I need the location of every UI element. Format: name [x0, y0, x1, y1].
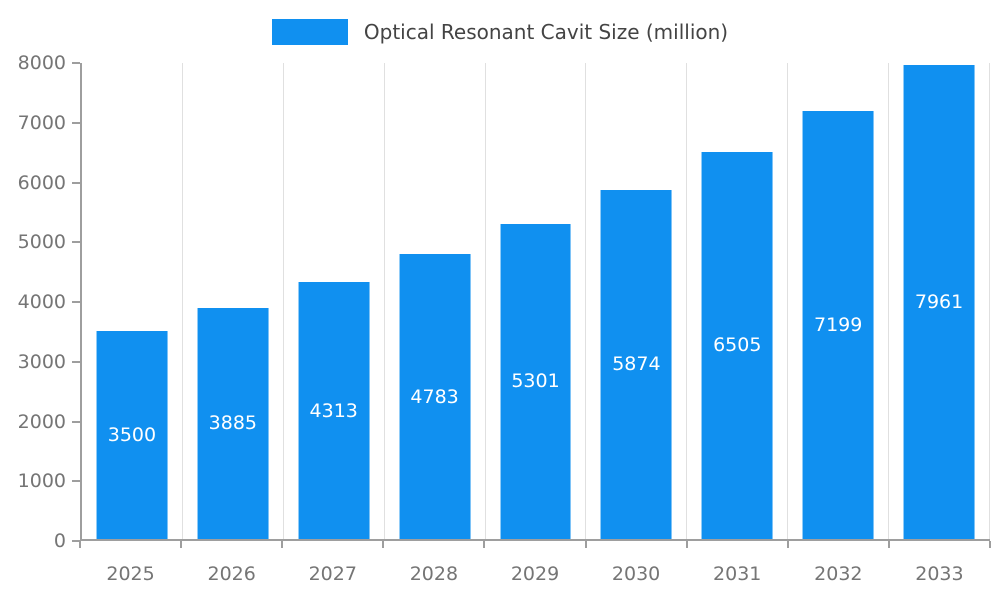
x-tick-label: 2032	[814, 563, 863, 585]
bar-2029: 5301	[500, 223, 571, 539]
x-axis: 2025 2026 2027 2028 2029 2030 2031 2032 2033	[79, 541, 991, 591]
x-tick-mark	[685, 541, 688, 548]
x-tick-mark	[180, 541, 183, 548]
bar-value-label: 3885	[208, 412, 257, 435]
x-tick-label: 2033	[915, 563, 964, 585]
x-tick-labels: 2025 2026 2027 2028 2029 2030 2031 2032 2033	[80, 541, 990, 585]
y-tick-mark	[72, 181, 80, 184]
x-tick-label: 2029	[510, 563, 560, 585]
x-tick-label: 2030	[611, 563, 661, 585]
category-slot-2033: 7961	[889, 63, 991, 539]
bar-2030: 5874	[600, 189, 672, 539]
category-slot-2029: 5301	[486, 63, 587, 539]
x-tick-label: 2031	[713, 563, 762, 585]
x-tick-mark	[281, 541, 284, 548]
x-tick-mark	[79, 541, 81, 548]
y-tick-label: 6000	[17, 171, 66, 194]
bar-2025: 3500	[96, 330, 168, 539]
chart-title: Optical Resonant Cavit Size (million)	[363, 20, 729, 44]
x-tick-mark	[584, 541, 587, 548]
category-slot-2030: 5874	[586, 63, 688, 539]
bar-value-label: 4313	[309, 399, 358, 422]
legend-swatch	[271, 19, 348, 45]
y-tick-label: 8000	[17, 52, 66, 74]
bar-2027: 4313	[298, 282, 370, 539]
category-slot-2031: 6505	[687, 63, 789, 539]
y-tick-label: 3000	[17, 350, 66, 373]
x-tick-label: 2027	[308, 563, 357, 585]
bar-value-label: 5301	[511, 370, 560, 393]
y-tick-mark	[72, 360, 80, 363]
y-tick-mark	[72, 121, 80, 124]
x-tick-mark	[382, 541, 385, 548]
bar-2026: 3885	[197, 307, 269, 539]
bar-value-label: 7199	[813, 313, 863, 336]
bar-value-label: 3500	[107, 423, 157, 446]
x-tick-mark	[483, 541, 486, 548]
y-tick-label: 0	[53, 530, 66, 552]
x-tick-mark	[989, 541, 991, 548]
y-tick-label: 7000	[17, 111, 66, 134]
y-axis: 0 1000 2000 3000 4000 5000 6000 7000 8000	[0, 52, 80, 552]
category-slot-2026: 3885	[183, 63, 284, 539]
y-tick-mark	[72, 62, 80, 64]
bar-2028: 4783	[399, 254, 471, 539]
y-tick-label: 4000	[17, 291, 66, 313]
y-tick-mark	[72, 301, 80, 303]
x-tick-mark	[887, 541, 890, 548]
y-tick-label: 5000	[17, 231, 66, 254]
bar-value-label: 6505	[713, 334, 762, 357]
x-tick-label: 2026	[207, 563, 256, 585]
bar-value-label: 4783	[410, 385, 459, 408]
bar-value-label: 5874	[612, 353, 661, 376]
y-tick-mark	[72, 241, 80, 244]
category-slot-2028: 4783	[385, 63, 486, 539]
bar-slots: 3500 3885 4313 4783 5301 5874 6505 7199 7961	[82, 63, 991, 539]
bar-value-label: 7961	[914, 291, 964, 314]
bar-2033: 7961	[903, 65, 975, 539]
y-tick-label: 1000	[17, 470, 66, 493]
chart-legend: Optical Resonant Cavit Size (million)	[0, 16, 1000, 48]
x-tick-label: 2028	[409, 563, 459, 585]
x-tick-label: 2025	[106, 563, 155, 585]
y-tick-mark	[72, 480, 80, 483]
y-tick-mark	[72, 540, 80, 542]
bar-2031: 6505	[701, 151, 773, 539]
category-slot-2032: 7199	[788, 63, 890, 539]
y-tick-label: 2000	[17, 410, 66, 433]
plot-area: 3500 3885 4313 4783 5301 5874 6505 7199 7961	[80, 63, 991, 541]
x-tick-mark	[786, 541, 789, 548]
bar-2032: 7199	[802, 110, 874, 539]
y-tick-mark	[72, 420, 80, 423]
category-slot-2025: 3500	[82, 63, 183, 539]
category-slot-2027: 4313	[284, 63, 385, 539]
